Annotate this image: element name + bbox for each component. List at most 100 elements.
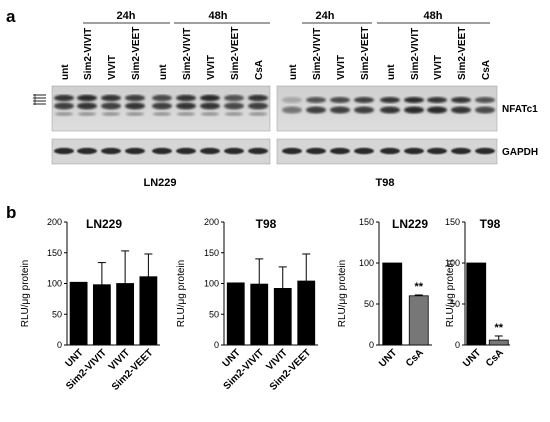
blot-bands <box>54 94 495 155</box>
nfatc1-band <box>380 97 400 103</box>
nfatc1-band <box>224 94 244 102</box>
significance-marker: ** <box>494 322 503 334</box>
gapdh-band <box>77 147 97 155</box>
nfatc1-band <box>282 106 302 114</box>
nfatc1-band <box>200 102 220 110</box>
y-tick-label: 150 <box>204 248 219 258</box>
bar <box>226 282 245 346</box>
y-tick-label: 50 <box>364 299 374 309</box>
lane-label: unt <box>288 64 299 80</box>
y-tick-label: 0 <box>214 340 219 350</box>
y-tick-label: 100 <box>204 279 219 289</box>
y-tick-label: 200 <box>47 217 62 227</box>
y-axis-label: RLU/μg protein <box>176 260 187 327</box>
gapdh-band <box>354 147 374 155</box>
gapdh-band <box>224 147 244 155</box>
gapdh-band <box>200 147 220 155</box>
nfatc1-band <box>125 94 145 102</box>
bar <box>250 283 269 346</box>
nfatc1-band <box>152 94 172 102</box>
lane-label: unt <box>386 64 397 80</box>
gapdh-band <box>176 147 196 155</box>
nfatc1-band <box>77 102 97 110</box>
panel-a-label: a <box>6 7 16 26</box>
nfatc1-band <box>404 97 424 103</box>
bar <box>466 262 487 346</box>
gapdh-band <box>54 147 74 155</box>
nfatc1-band <box>77 94 97 102</box>
nfatc1-band <box>330 106 350 114</box>
nfatc1-band <box>101 94 121 102</box>
nfatc1-band <box>249 112 267 116</box>
cell-line-label: T98 <box>376 177 395 189</box>
lane-label: CsA <box>481 60 492 80</box>
lane-label: VIVIT <box>433 55 444 80</box>
y-axis-label: RLU/μg protein <box>20 260 31 327</box>
nfatc1-band <box>176 102 196 110</box>
chart-title: LN229 <box>86 217 122 231</box>
nfatc1-band <box>248 94 268 102</box>
gapdh-band <box>427 147 447 155</box>
lane-label: Sim2-VIVIT <box>83 28 94 80</box>
nfatc1-band <box>153 112 171 116</box>
chart-title: T98 <box>480 217 501 231</box>
nfatc1-band <box>354 97 374 103</box>
bar <box>92 284 111 346</box>
nfatc1-band <box>354 106 374 114</box>
gapdh-band <box>380 147 400 155</box>
lane-label: Sim2-VEET <box>230 27 241 80</box>
lane-label: unt <box>158 64 169 80</box>
y-axis-label: RLU/μg protein <box>337 260 348 327</box>
y-axis-label: RLU/μg protein <box>445 260 456 327</box>
lane-label: CsA <box>254 60 265 80</box>
gapdh-band <box>125 147 145 155</box>
bar <box>382 262 403 346</box>
nfatc1-band <box>125 102 145 110</box>
y-tick-label: 50 <box>450 299 460 309</box>
nfatc1-band <box>380 106 400 114</box>
gapdh-band <box>101 147 121 155</box>
y-tick-label: 100 <box>47 279 62 289</box>
nfatc1-band <box>404 106 424 114</box>
nfatc1-band <box>126 112 144 116</box>
cell-line-label: LN229 <box>143 177 176 189</box>
lane-label: VIVIT <box>336 55 347 80</box>
lane-label: VIVIT <box>206 55 217 80</box>
nfatc1-band <box>475 97 495 103</box>
chart-title: LN229 <box>392 217 428 231</box>
bar <box>297 280 316 346</box>
bar <box>408 295 429 346</box>
y-tick-label: 200 <box>204 217 219 227</box>
nfatc1-band <box>201 112 219 116</box>
panel-b-label: b <box>6 203 16 222</box>
gapdh-band <box>475 147 495 155</box>
band-markers <box>33 94 46 105</box>
y-tick-label: 50 <box>209 309 219 319</box>
nfatc1-band <box>282 97 302 103</box>
nfatc1-band <box>427 97 447 103</box>
nfatc1-band <box>451 106 471 114</box>
bar <box>488 339 509 346</box>
nfatc1-band <box>152 102 172 110</box>
lane-labels: unt Sim2-VIVIT VIVIT Sim2-VEET unt Sim2-VIVIT… <box>60 27 492 80</box>
gapdh-band <box>248 147 268 155</box>
y-tick-label: 50 <box>52 309 62 319</box>
nfatc1-band <box>54 102 74 110</box>
category-label: UNT <box>377 347 399 369</box>
nfatc1-band <box>306 106 326 114</box>
lane-label: Sim2-VIVIT <box>182 28 193 80</box>
gapdh-band <box>451 147 471 155</box>
category-label: CsA <box>404 347 426 369</box>
lane-label: unt <box>60 64 71 80</box>
bar <box>139 276 158 346</box>
nfatc1-label: NFATc1 <box>502 104 538 115</box>
nfatc1-band <box>475 106 495 114</box>
bar <box>116 283 135 346</box>
nfatc1-band <box>55 112 73 116</box>
bar-chart: T98 0 50 100 150 RLU/μg protein UNT CsA ** <box>445 217 510 370</box>
gapdh-band <box>152 147 172 155</box>
gapdh-band <box>282 147 302 155</box>
